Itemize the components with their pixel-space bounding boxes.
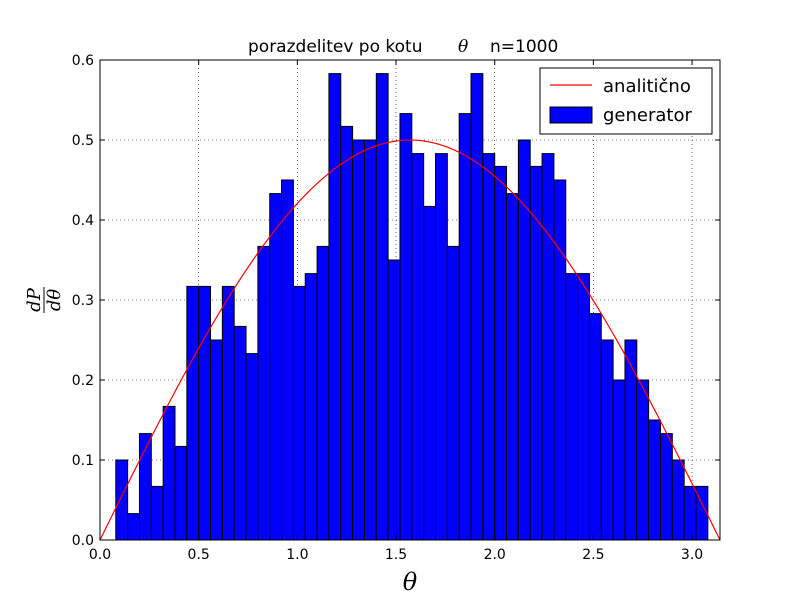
histogram-bar — [363, 139, 377, 541]
histogram-bars — [115, 73, 709, 541]
histogram-bar — [529, 165, 543, 541]
legend-bar-swatch — [549, 106, 593, 124]
histogram-bar — [648, 419, 661, 541]
y-axis-label-denominator: dθ — [44, 289, 65, 312]
histogram-bar — [245, 353, 259, 541]
histogram-bar — [411, 153, 425, 541]
x-tick-label: 2.5 — [582, 547, 604, 563]
y-axis-label-numerator: dP — [24, 287, 45, 312]
histogram-bar — [257, 245, 271, 541]
histogram-bar — [588, 313, 602, 541]
histogram-bar — [612, 379, 626, 541]
y-tick-label: 0.1 — [72, 453, 94, 469]
x-tick-label: 0.0 — [89, 547, 111, 563]
x-axis-label: θ — [403, 568, 418, 596]
histogram-bar — [671, 459, 685, 541]
histogram-bar — [198, 285, 212, 541]
histogram-bar — [281, 179, 294, 541]
histogram-bar — [506, 193, 519, 541]
histogram-bar — [328, 73, 342, 541]
chart-title-symbol: θ — [458, 37, 468, 57]
histogram-bar — [186, 285, 200, 541]
histogram-bar — [470, 73, 484, 541]
histogram-bar — [494, 165, 508, 541]
chart-title: porazdelitev po kotu — [248, 37, 422, 57]
analytic-curve — [99, 139, 721, 541]
y-tick-label: 0.6 — [72, 53, 94, 69]
histogram-bar — [221, 285, 235, 541]
histogram-bar — [387, 259, 401, 541]
histogram-bar — [482, 153, 496, 541]
legend-label-analytic: analitično — [603, 76, 691, 97]
histogram-bar — [150, 485, 164, 541]
legend-label-generator: generator — [603, 105, 692, 126]
histogram-bar — [174, 445, 188, 541]
histogram-bar — [115, 459, 129, 541]
histogram-bar — [399, 113, 413, 541]
histogram-bar — [269, 193, 283, 541]
histogram-bar — [304, 273, 318, 541]
x-tick-label: 0.5 — [188, 547, 210, 563]
histogram-bar — [636, 379, 650, 541]
histogram-bar — [600, 339, 614, 541]
chart-title-n: n=1000 — [490, 37, 558, 57]
histogram-bar — [434, 153, 448, 541]
histogram-bar — [683, 485, 697, 541]
y-tick-label: 0.3 — [72, 293, 94, 309]
histogram-bar — [541, 153, 555, 541]
x-tick-label: 3.0 — [681, 547, 703, 563]
histogram-bar — [162, 405, 176, 541]
histogram-bar — [340, 125, 354, 541]
histogram-bar — [423, 205, 436, 541]
x-tick-label: 1.5 — [385, 547, 407, 563]
y-tick-label: 0.2 — [72, 373, 94, 389]
histogram-bar — [352, 139, 365, 541]
histogram-bar — [458, 113, 472, 541]
y-tick-label: 0.0 — [72, 533, 94, 549]
legend: analitično generator — [539, 67, 713, 135]
x-tick-label: 2.0 — [484, 547, 506, 563]
histogram-bar — [577, 273, 590, 541]
histogram-bar — [553, 179, 567, 541]
histogram-bar — [446, 245, 460, 541]
histogram-bar — [659, 433, 673, 541]
y-axis-label: dP dθ — [24, 287, 65, 313]
histogram-bar — [127, 513, 140, 541]
axis-ticks: 0.0 0.5 1.0 1.5 2.0 2.5 3.0 0.0 0.1 0.2 0.3 0.4 0.5 0… — [72, 53, 720, 563]
histogram-bar — [233, 325, 247, 541]
histogram-bar — [624, 339, 638, 541]
histogram-bar — [210, 339, 223, 541]
y-tick-label: 0.4 — [72, 213, 94, 229]
histogram-bar — [316, 245, 330, 541]
x-tick-label: 1.0 — [286, 547, 308, 563]
y-tick-label: 0.5 — [72, 133, 94, 149]
histogram-bar — [565, 273, 579, 541]
histogram-bar — [292, 285, 306, 541]
